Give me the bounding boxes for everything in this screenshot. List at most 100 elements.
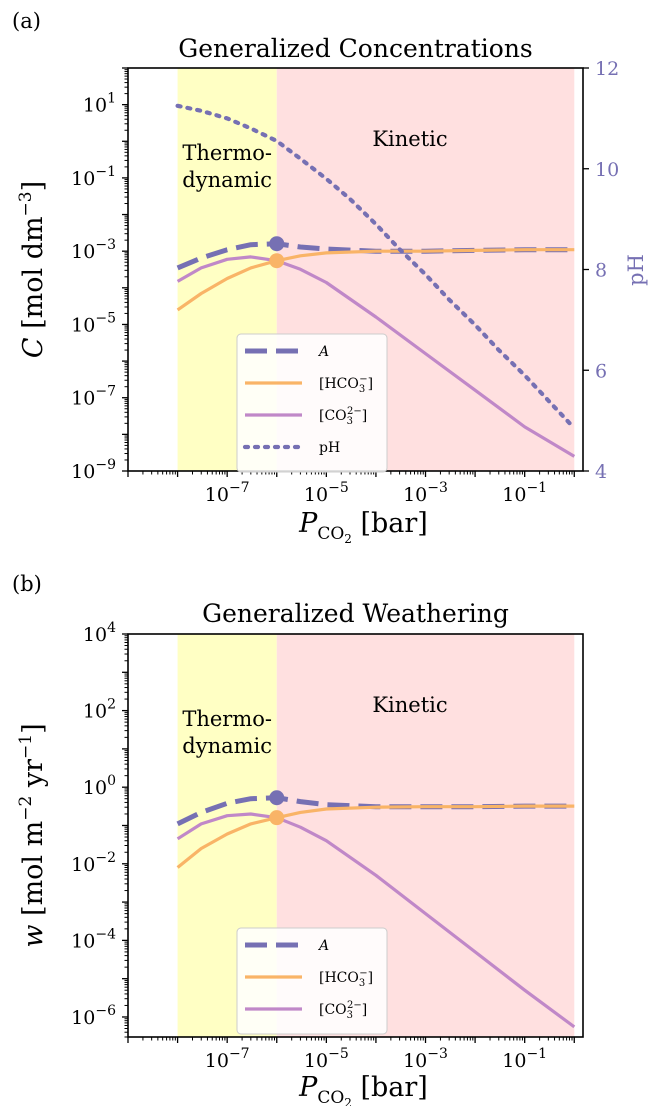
- y-tick-label-exp: −4: [95, 926, 116, 942]
- y-tick-label: 10−6: [71, 1003, 116, 1029]
- legend-label-text: [CO: [319, 408, 347, 424]
- region-label-kinetic: Kinetic: [372, 127, 447, 151]
- y-tick-label-base: 10: [83, 95, 107, 117]
- y-axis-label-symbol: C: [18, 337, 49, 358]
- x-axis-label-unit: [bar]: [352, 1072, 428, 1103]
- y-right-tick-label: 12: [595, 58, 619, 80]
- legend-label-text: [HCO: [319, 376, 359, 392]
- y-right-tick-label: 4: [595, 461, 607, 483]
- panel-label: (a): [12, 9, 41, 33]
- region-label-thermodynamic: Thermo-: [182, 141, 272, 165]
- y-right-tick-label: 6: [595, 360, 607, 382]
- series-line-co32: [176, 812, 576, 1029]
- legend-label: [CO32−]: [319, 1000, 367, 1021]
- x-axis-label-sub2: 2: [344, 532, 352, 546]
- y-tick-label-exp: 0: [107, 773, 116, 789]
- x-tick-label-exp: −1: [526, 480, 547, 496]
- marker-hco3: [269, 810, 285, 826]
- legend-label-sub: 3: [359, 384, 365, 395]
- series-line-a: [176, 241, 575, 271]
- legend-label: [HCO3−]: [319, 968, 373, 989]
- legend-label-sup: 2−: [347, 406, 362, 417]
- x-tick-label-exp: −7: [229, 1046, 250, 1062]
- x-axis-label-sub: CO: [317, 1088, 344, 1106]
- x-tick-label-exp: −7: [229, 480, 250, 496]
- x-tick-label-exp: −1: [526, 1046, 547, 1062]
- legend-label-close: ]: [362, 408, 367, 424]
- y-tick-label-base: 10: [83, 777, 107, 799]
- y-tick-label-exp: −5: [95, 310, 116, 326]
- x-tick-label-exp: −3: [427, 480, 448, 496]
- x-tick-label: 10−5: [304, 1046, 349, 1072]
- series-group: [176, 795, 576, 1029]
- x-axis-label-sub2: 2: [344, 1096, 352, 1106]
- region-label-thermodynamic: dynamic: [182, 168, 272, 192]
- y-axis-label-exp: −2: [16, 796, 36, 821]
- y-tick-label: 10−1: [71, 164, 116, 190]
- marker-hco3: [269, 253, 285, 269]
- x-tick-label-base: 10: [304, 484, 328, 506]
- legend-label-text: [HCO: [319, 970, 359, 986]
- y-tick-label: 100: [83, 773, 116, 799]
- legend-label: [HCO3−]: [319, 374, 373, 395]
- legend-label-text: [CO: [319, 1002, 347, 1018]
- legend-label-text: pH: [319, 440, 340, 456]
- y-axis-label-unit: [mol dm: [18, 216, 49, 337]
- legend-label-text: A: [317, 344, 329, 360]
- y-tick-label-base: 10: [83, 701, 107, 723]
- y-tick-label-base: 10: [71, 168, 95, 190]
- legend-label-sup: 2−: [347, 1000, 362, 1011]
- y-tick-label-base: 10: [71, 461, 95, 483]
- x-axis-label-symbol: P: [298, 1072, 318, 1103]
- marker-a: [269, 236, 285, 252]
- x-tick-label: 10−7: [205, 1046, 250, 1072]
- y-tick-label-exp: 2: [107, 697, 116, 713]
- legend-box: [236, 333, 388, 473]
- x-tick-label-base: 10: [502, 484, 526, 506]
- y-tick-label: 10−5: [71, 310, 116, 336]
- y-tick-label-base: 10: [71, 314, 95, 336]
- y-tick-label: 10−7: [71, 384, 116, 410]
- x-tick-label-base: 10: [304, 1050, 328, 1072]
- y-tick-label-exp: −3: [95, 237, 116, 253]
- series-group: [175, 103, 577, 458]
- y-axis-label: w [mol m−2 yr−1]: [16, 723, 49, 947]
- legend-label-sub: 3: [359, 978, 365, 989]
- series-line-ph: [175, 103, 577, 431]
- marker-a: [269, 790, 285, 806]
- series-line-co32: [176, 255, 576, 458]
- series-line-hco3: [176, 248, 575, 312]
- x-tick-label-exp: −5: [328, 480, 349, 496]
- x-tick-label-exp: −5: [328, 1046, 349, 1062]
- x-axis-label: PCO2 [bar]: [298, 1072, 428, 1106]
- y-tick-label-base: 10: [83, 624, 107, 646]
- y-tick-label: 101: [83, 91, 116, 117]
- legend-label-sup: −: [359, 968, 367, 979]
- y-tick-label: 10−4: [71, 926, 116, 952]
- legend-label-close: ]: [368, 376, 373, 392]
- x-tick-label: 10−1: [502, 480, 547, 506]
- x-tick-label-base: 10: [502, 1050, 526, 1072]
- x-tick-label-base: 10: [403, 484, 427, 506]
- legend-label: A: [317, 938, 329, 954]
- region-label-thermodynamic: Thermo-: [182, 707, 272, 731]
- x-axis-label: PCO2 [bar]: [298, 508, 428, 546]
- y-axis-label-close: ]: [18, 181, 49, 192]
- x-tick-label-base: 10: [403, 1050, 427, 1072]
- y-axis-label: C [mol dm−3]: [16, 181, 49, 358]
- y-tick-label-base: 10: [71, 854, 95, 876]
- y-tick-label-exp: 4: [107, 620, 116, 636]
- y-axis-label-exp: −3: [16, 191, 36, 216]
- y-tick-label: 102: [83, 697, 116, 723]
- y-axis-label-symbol: w: [18, 925, 49, 948]
- y-tick-label-exp: −6: [95, 1003, 116, 1019]
- y-tick-label-base: 10: [71, 388, 95, 410]
- y-right-axis-label: pH: [624, 254, 648, 286]
- y-axis-label-unit2: yr: [18, 759, 49, 796]
- legend-label: pH: [319, 440, 340, 456]
- panel-label: (b): [12, 572, 42, 596]
- x-tick-label: 10−5: [304, 480, 349, 506]
- region-label-thermodynamic: dynamic: [182, 734, 272, 758]
